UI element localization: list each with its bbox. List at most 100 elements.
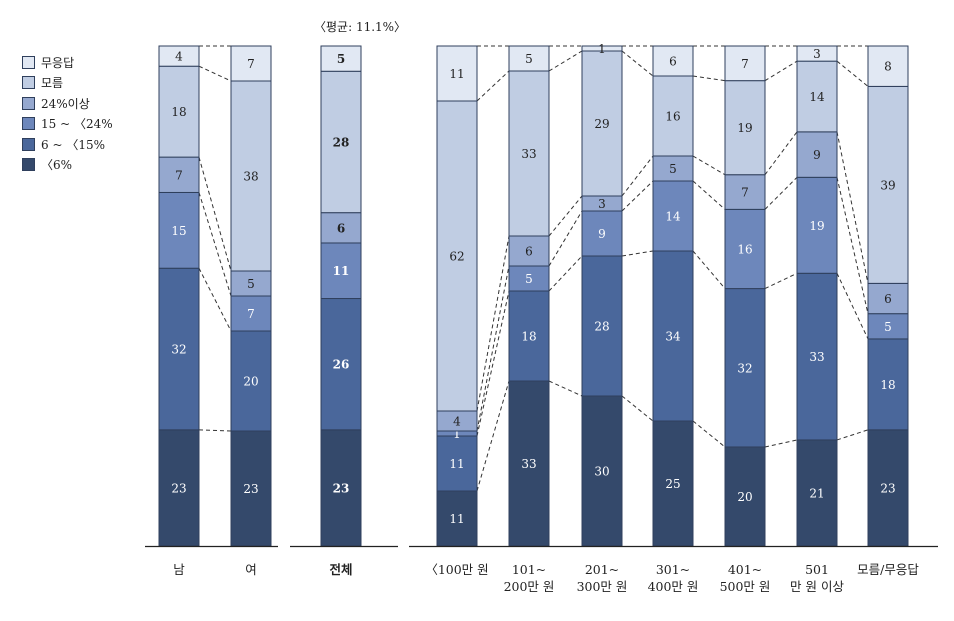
bars: 2332157184232075387232611628511111462113… — [158, 42, 909, 547]
connector-line — [198, 267, 232, 332]
data-label: 28 — [333, 135, 350, 149]
data-label: 4 — [453, 415, 461, 429]
data-label: 34 — [665, 330, 681, 344]
x-tick-label: 400만 원 — [648, 579, 699, 594]
bar-segment — [581, 45, 623, 52]
legend-item-6-15: 6 ~ 〈15% — [22, 134, 113, 155]
connector-line — [198, 65, 232, 82]
connector-line — [548, 255, 583, 292]
connector-line — [692, 250, 726, 289]
bar-segment — [796, 45, 838, 62]
data-label: 8 — [884, 60, 892, 74]
data-label: 20 — [737, 490, 752, 504]
x-tick-label: 만 원 이상 — [790, 579, 844, 594]
bar-segment — [230, 45, 272, 82]
x-tick-label: 여 — [245, 562, 257, 577]
bar-segment — [158, 45, 200, 67]
bar-segment — [724, 288, 766, 448]
connector-line — [548, 195, 583, 237]
bar-segment — [796, 60, 838, 133]
connector-line — [836, 273, 869, 340]
bar-segment — [320, 45, 362, 72]
bar-segment — [508, 45, 550, 72]
data-label: 7 — [247, 57, 255, 71]
data-label: 6 — [669, 55, 677, 69]
legend-swatch — [22, 76, 35, 90]
data-label: 25 — [665, 477, 680, 491]
bar-segment — [867, 85, 909, 284]
data-label: 1 — [598, 42, 606, 56]
x-tick-label: 401~ — [728, 562, 762, 577]
connector-line — [198, 192, 232, 297]
x-tick-label: 301~ — [656, 562, 690, 577]
data-label: 11 — [449, 512, 464, 526]
data-label: 39 — [880, 178, 895, 192]
data-label: 33 — [521, 147, 536, 161]
data-label: 9 — [813, 148, 821, 162]
bar-segment — [796, 176, 838, 274]
bar-segment — [230, 330, 272, 432]
connector-line — [692, 155, 726, 176]
x-tick-label: 〈100만 원 — [425, 562, 488, 577]
bar-segment — [724, 45, 766, 82]
data-label: 7 — [741, 57, 749, 71]
legend-swatch — [22, 137, 35, 151]
data-label: 7 — [247, 307, 255, 321]
legend-swatch — [22, 117, 35, 131]
x-axis-labels: 남 여 전체 〈100만 원 101~ 200만 원 201~ 300만 원 301~ 400만 … — [173, 562, 919, 594]
data-label: 33 — [521, 457, 536, 471]
connector-line — [621, 155, 654, 197]
connector-line — [476, 265, 510, 432]
data-label: 15 — [171, 224, 186, 238]
data-label: 3 — [598, 197, 606, 211]
bar-segment — [436, 490, 478, 547]
x-tick-label: 501 — [805, 562, 829, 577]
data-label: 9 — [598, 227, 606, 241]
bar-segment — [320, 298, 362, 431]
data-label: 7 — [175, 168, 183, 182]
bar-segment — [796, 131, 838, 178]
x-tick-label: 500만 원 — [720, 579, 771, 594]
data-label: 7 — [741, 186, 749, 200]
bar-segment — [508, 380, 550, 547]
data-label: 30 — [594, 465, 609, 479]
legend-label: 〈6% — [41, 158, 73, 173]
bar-segment — [320, 429, 362, 547]
connector-line — [476, 235, 510, 412]
data-label: 14 — [665, 210, 681, 224]
bar-segment — [652, 45, 694, 77]
legend-swatch — [22, 158, 35, 172]
bar-segment — [230, 430, 272, 547]
data-label: 19 — [809, 219, 824, 233]
bar-segment — [320, 212, 362, 244]
data-label: 28 — [594, 320, 609, 334]
bar-segment — [158, 156, 200, 193]
data-label: 18 — [521, 330, 536, 344]
connector-line — [764, 131, 798, 176]
data-label: 16 — [665, 110, 680, 124]
data-label: 32 — [171, 343, 186, 357]
data-label: 14 — [809, 90, 825, 104]
data-label: 1 — [453, 427, 461, 441]
legend-swatch — [22, 96, 35, 110]
connector-line — [764, 176, 798, 210]
data-label: 5 — [337, 52, 345, 66]
data-label: 23 — [243, 482, 258, 496]
data-label: 4 — [175, 50, 183, 64]
bar-segment — [867, 338, 909, 431]
bar-segment — [230, 80, 272, 272]
data-label: 62 — [449, 250, 464, 264]
connector-line — [476, 290, 510, 437]
data-label: 33 — [809, 350, 824, 364]
average-note: 〈평균: 11.1%〉 — [314, 20, 407, 34]
data-label: 11 — [449, 457, 464, 471]
connector-lines — [198, 45, 869, 492]
connector-line — [548, 210, 583, 267]
connector-line — [621, 180, 654, 212]
data-label: 5 — [525, 52, 533, 66]
connector-line — [548, 50, 583, 72]
bar-segment — [867, 282, 909, 315]
bar-segment — [652, 420, 694, 547]
bar-segment — [508, 290, 550, 382]
